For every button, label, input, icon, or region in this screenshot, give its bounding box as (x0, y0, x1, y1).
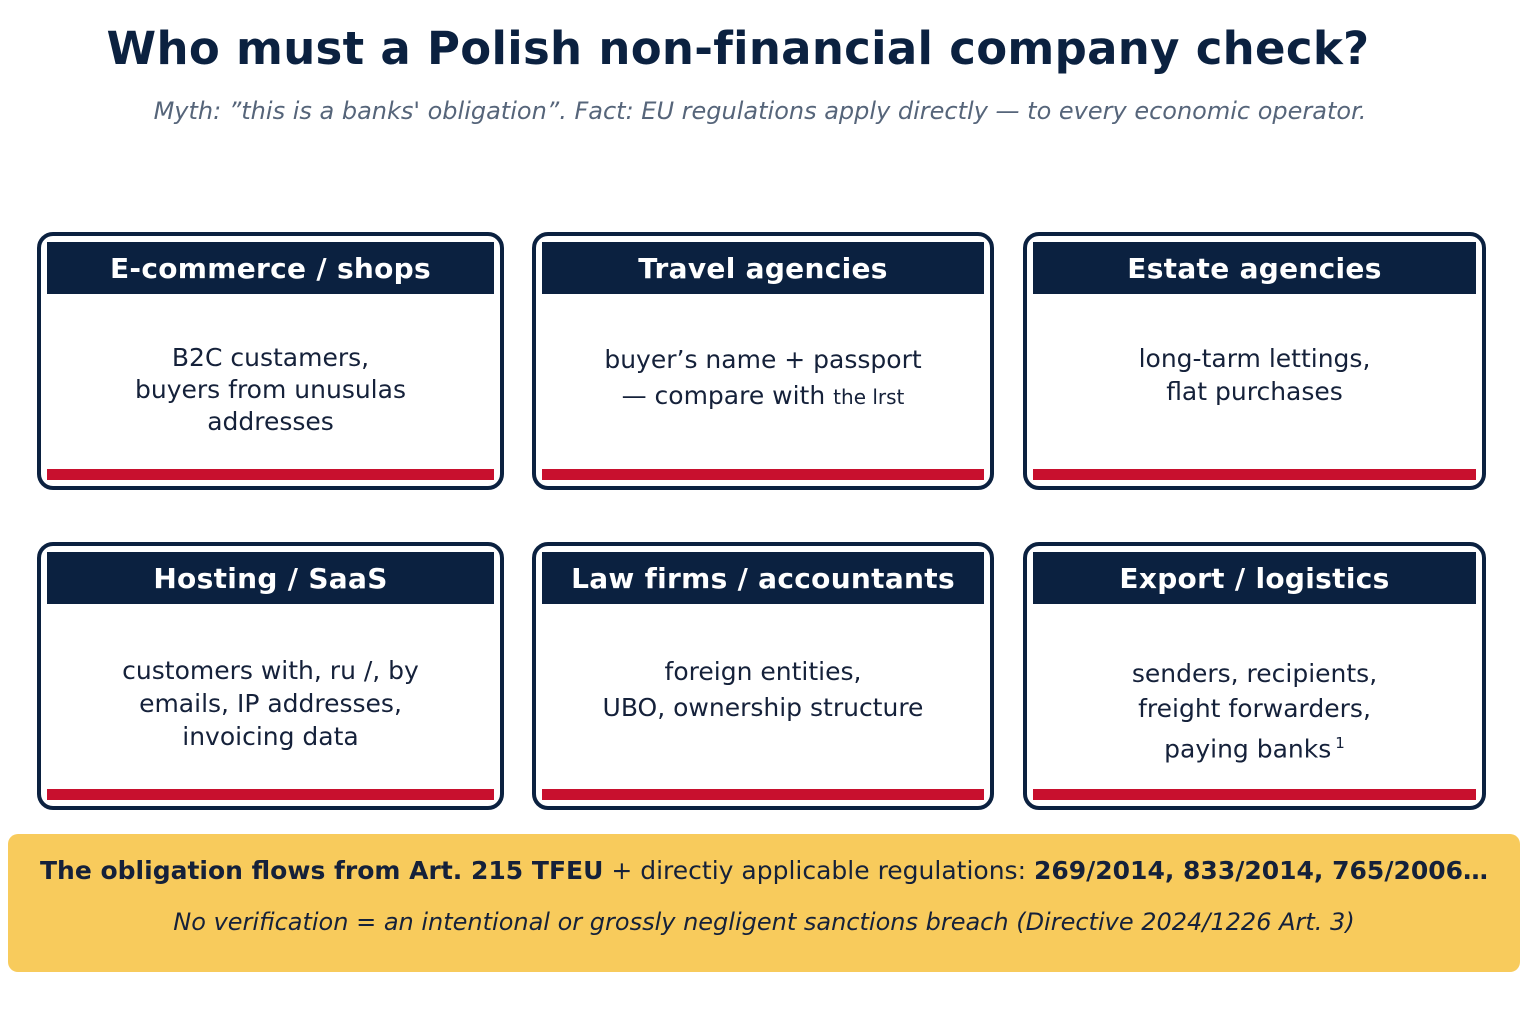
legal-basis-article: The obligation flows from Art. 215 TFEU (39, 856, 604, 885)
card-line: — compare with the lrst (550, 378, 976, 415)
card-line: buyer’s name + passport (604, 345, 922, 374)
card-description: senders, recipients, freight forwarders,… (1041, 656, 1468, 766)
card-line: UBO, ownership structure (602, 693, 924, 722)
card-title: Estate agencies (1033, 242, 1476, 294)
card-export-logistics: Export / logistics senders, recipients, … (1023, 542, 1486, 810)
page-title: Who must a Polish non-financial company … (106, 22, 1370, 75)
card-accent-bar (47, 789, 494, 800)
card-accent-bar (1033, 469, 1476, 480)
card-title: Law firms / accountants (542, 552, 984, 604)
card-title: E-commerce / shops (47, 242, 494, 294)
card-line: paying banks 1 (1041, 726, 1468, 766)
card-line: long-tarm lettings, (1138, 344, 1371, 373)
card-title: Travel agencies (542, 242, 984, 294)
card-line-text: paying banks (1164, 734, 1332, 764)
card-law-firms: Law firms / accountants foreign entities… (532, 542, 994, 810)
legal-basis-banner: The obligation flows from Art. 215 TFEU … (8, 834, 1520, 972)
card-ecommerce: E-commerce / shops B2C custamers, buyers… (37, 232, 504, 490)
legal-basis-line: The obligation flows from Art. 215 TFEU … (8, 856, 1520, 885)
card-description: B2C custamers, buyers from unusulas addr… (55, 342, 486, 438)
card-hosting-saas: Hosting / SaaS customers with, ru /, by … (37, 542, 504, 810)
card-line: buyers from unusulas (135, 375, 406, 404)
card-description: buyer’s name + passport — compare with t… (550, 342, 976, 415)
card-title: Export / logistics (1033, 552, 1476, 604)
sanctions-breach-note: No verification = an intentional or gros… (173, 908, 1355, 936)
card-title: Hosting / SaaS (47, 552, 494, 604)
card-line: B2C custamers, (171, 343, 370, 372)
card-line-small: the lrst (833, 385, 905, 409)
card-estate-agencies: Estate agencies long-tarm lettings, flat… (1023, 232, 1486, 490)
page-subtitle: Myth: ”this is a banks' obligation”. Fac… (153, 97, 1367, 125)
card-description: foreign entities, UBO, ownership structu… (550, 654, 976, 726)
card-line-text: — compare with (621, 381, 826, 410)
card-line: customers with, ru /, by (122, 656, 419, 685)
legal-basis-connector: + directiy applicable regulations: (603, 856, 1034, 885)
card-line: emails, IP addresses, (139, 689, 402, 718)
card-accent-bar (47, 469, 494, 480)
card-line: invoicing data (182, 722, 359, 751)
legal-basis-regulations: 269/2014, 833/2014, 765/2006… (1033, 856, 1489, 885)
card-accent-bar (542, 469, 984, 480)
card-line: addresses (207, 407, 334, 436)
card-line: foreign entities, (664, 657, 862, 686)
card-line: freight forwarders, (1138, 694, 1371, 723)
card-description: customers with, ru /, by emails, IP addr… (55, 654, 486, 753)
card-line: senders, recipients, (1131, 659, 1378, 688)
card-description: long-tarm lettings, flat purchases (1041, 342, 1468, 408)
card-accent-bar (542, 789, 984, 800)
card-travel-agencies: Travel agencies buyer’s name + passport … (532, 232, 994, 490)
card-accent-bar (1033, 789, 1476, 800)
card-line: flat purchases (1166, 377, 1343, 406)
footnote-marker: 1 (1335, 734, 1345, 752)
